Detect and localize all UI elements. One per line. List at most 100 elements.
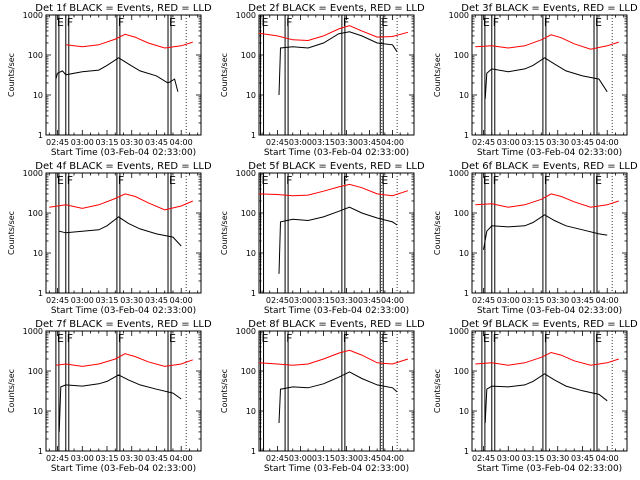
y-tick-label: 1 — [251, 447, 256, 456]
y-tick-label: 10 — [459, 249, 469, 258]
marker-label: F — [544, 332, 550, 345]
y-tick-label: 10 — [246, 91, 256, 100]
x-tick-label: 03:15 — [521, 454, 544, 463]
marker-label: F — [343, 174, 349, 187]
events-series-line — [278, 371, 398, 424]
x-tick-label: 03:30 — [120, 454, 143, 463]
chart-panel-3: Det 3f BLACK = Events, RED = LLD 1 10 100 10… — [433, 3, 638, 158]
y-tick-label: 1000 — [23, 11, 43, 20]
x-tick-label: 04:00 — [596, 296, 619, 305]
y-axis-label: Counts/sec — [7, 369, 16, 413]
x-tick-label: 03:15 — [312, 454, 335, 463]
x-tick-label: 03:00 — [289, 138, 312, 147]
marker-label: F — [286, 16, 292, 29]
chart-title: Det 2f BLACK = Events, RED = LLD — [248, 3, 425, 14]
chart-panel-2: Det 2f BLACK = Events, RED = LLD 1 10 100 10… — [220, 3, 425, 158]
x-tick-label: 03:00 — [289, 296, 312, 305]
x-tick-label: 02:45 — [266, 138, 289, 147]
x-tick-label: 04:00 — [381, 138, 404, 147]
x-tick-label: 04:00 — [170, 454, 193, 463]
marker-label: E — [262, 332, 269, 345]
x-axis-label: Start Time (03-Feb-04 02:33:00) — [477, 464, 622, 474]
x-tick-label: 03:15 — [95, 454, 118, 463]
chart-title: Det 4f BLACK = Events, RED = LLD — [35, 161, 212, 172]
y-axis-label: Counts/sec — [433, 53, 442, 97]
y-tick-label: 1 — [251, 289, 256, 298]
y-axis-label: Counts/sec — [220, 211, 229, 255]
marker-label: F — [118, 16, 124, 29]
events-series-line — [278, 206, 398, 274]
x-tick-label: 03:30 — [546, 454, 569, 463]
marker-label: E — [57, 174, 64, 187]
marker-label: F — [118, 174, 124, 187]
y-axis-label: Counts/sec — [220, 369, 229, 413]
x-tick-label: 03:15 — [95, 138, 118, 147]
x-tick-label: 04:00 — [381, 296, 404, 305]
x-tick-label: 03:00 — [497, 296, 520, 305]
x-tick-label: 03:00 — [289, 454, 312, 463]
y-tick-label: 10 — [33, 249, 43, 258]
x-axis-label: Start Time (03-Feb-04 02:33:00) — [51, 148, 196, 158]
lld-series-line — [475, 193, 619, 208]
y-tick-label: 1 — [251, 131, 256, 140]
lld-series-line — [65, 33, 193, 49]
y-tick-label: 1 — [464, 447, 469, 456]
marker-label: E — [381, 16, 388, 29]
x-tick-label: 03:30 — [335, 296, 358, 305]
events-series-line — [484, 57, 608, 99]
x-tick-label: 03:30 — [546, 138, 569, 147]
chart-title: Det 7f BLACK = Events, RED = LLD — [35, 319, 212, 330]
y-tick-label: 1000 — [236, 11, 256, 20]
x-tick-label: 03:00 — [71, 138, 94, 147]
x-tick-label: 03:45 — [358, 296, 381, 305]
x-tick-label: 04:00 — [381, 454, 404, 463]
x-tick-label: 03:30 — [335, 138, 358, 147]
x-tick-label: 02:45 — [472, 138, 495, 147]
marker-label: F — [67, 332, 73, 345]
chart-title: Det 5f BLACK = Events, RED = LLD — [248, 161, 425, 172]
lld-series-line — [475, 34, 619, 50]
chart-title: Det 8f BLACK = Events, RED = LLD — [248, 319, 425, 330]
marker-label: F — [286, 174, 292, 187]
x-tick-label: 03:45 — [145, 454, 168, 463]
marker-label: E — [483, 16, 490, 29]
events-series-line — [59, 216, 182, 247]
marker-label: E — [595, 332, 602, 345]
x-tick-label: 02:45 — [266, 454, 289, 463]
x-tick-label: 03:00 — [497, 454, 520, 463]
x-tick-label: 03:00 — [497, 138, 520, 147]
marker-label: F — [343, 332, 349, 345]
marker-label: E — [57, 16, 64, 29]
y-tick-label: 10 — [246, 407, 256, 416]
lld-series-line — [55, 353, 193, 367]
y-tick-label: 100 — [241, 209, 256, 218]
chart-title: Det 9f BLACK = Events, RED = LLD — [461, 319, 638, 330]
x-tick-label: 03:45 — [571, 296, 594, 305]
x-tick-label: 04:00 — [170, 296, 193, 305]
y-tick-label: 1000 — [23, 169, 43, 178]
x-axis-label: Start Time (03-Feb-04 02:33:00) — [264, 464, 409, 474]
marker-label: E — [595, 174, 602, 187]
x-tick-label: 03:45 — [571, 138, 594, 147]
y-tick-label: 1000 — [236, 169, 256, 178]
x-tick-label: 03:30 — [335, 454, 358, 463]
x-tick-label: 03:30 — [120, 138, 143, 147]
y-axis-label: Counts/sec — [433, 369, 442, 413]
y-tick-label: 100 — [454, 51, 469, 60]
y-tick-label: 1 — [464, 289, 469, 298]
marker-label: E — [169, 16, 176, 29]
y-tick-label: 100 — [241, 51, 256, 60]
y-tick-label: 100 — [28, 51, 43, 60]
y-axis-label: Counts/sec — [433, 211, 442, 255]
marker-label: E — [262, 16, 269, 29]
y-tick-label: 1000 — [236, 327, 256, 336]
y-tick-label: 1000 — [449, 169, 469, 178]
chart-title: Det 3f BLACK = Events, RED = LLD — [461, 3, 638, 14]
x-tick-label: 03:45 — [358, 454, 381, 463]
events-series-line — [484, 373, 608, 424]
chart-panel-4: Det 4f BLACK = Events, RED = LLD 1 10 100 10… — [7, 161, 212, 316]
chart-title: Det 6f BLACK = Events, RED = LLD — [461, 161, 638, 172]
marker-label: E — [483, 174, 490, 187]
x-axis-label: Start Time (03-Feb-04 02:33:00) — [477, 306, 622, 316]
x-tick-label: 02:45 — [46, 454, 69, 463]
